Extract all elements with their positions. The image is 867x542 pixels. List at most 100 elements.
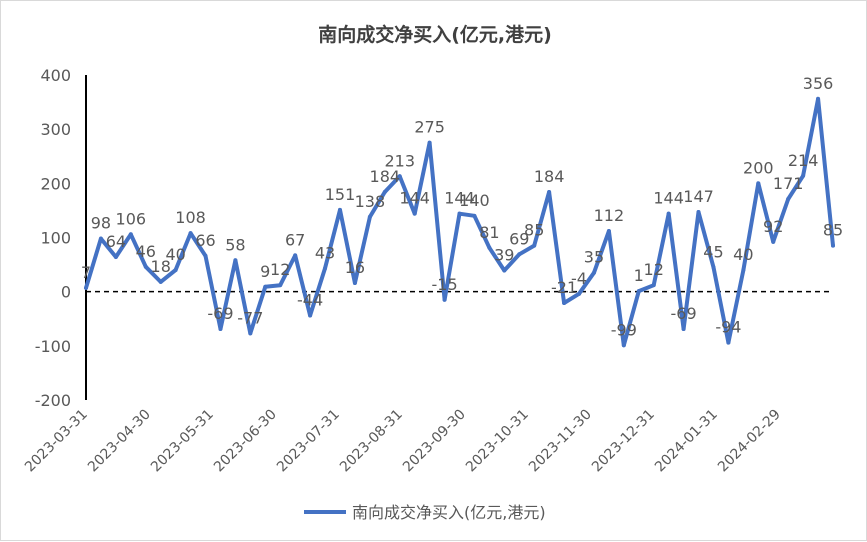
y-tick-label: 0 [61,283,71,302]
data-point [741,268,746,272]
data-point [577,291,582,296]
data-point [711,265,716,270]
data-label: 184 [534,167,565,186]
x-tick-label: 2023-09-30 [400,407,469,476]
data-label: 144 [399,189,430,208]
data-point [113,255,118,259]
x-tick-label: 2024-02-29 [715,407,784,476]
y-tick-label: 200 [40,174,71,193]
data-point [263,284,268,289]
data-label: 214 [788,151,819,170]
series-layer [84,96,835,348]
data-point [532,243,537,248]
data-point [651,283,656,288]
data-point [636,289,641,294]
data-label: 45 [703,242,723,261]
x-tick-label: 2024-01-31 [652,407,721,476]
data-label: 40 [733,245,753,264]
data-label: -69 [207,304,233,323]
data-point [831,243,835,248]
data-point [382,190,387,194]
x-tick-label: 2023-04-30 [85,407,154,476]
data-label: 108 [175,208,206,227]
data-point [98,236,103,241]
x-tick-label: 2023-06-30 [211,407,280,476]
data-label: 35 [584,248,604,267]
data-label: 12 [270,260,290,279]
y-tick-label: 400 [40,66,71,85]
legend-label: 南向成交净买入(亿元,港元) [352,503,546,522]
data-point [128,232,133,237]
data-label: -21 [551,278,577,297]
data-point [726,340,731,345]
data-point [248,331,253,336]
data-point [188,231,193,236]
data-label: -69 [671,304,697,323]
y-tick-label: -100 [35,337,71,356]
data-point [681,327,686,332]
data-point [786,197,791,202]
data-point [816,96,821,101]
data-label: 43 [315,243,335,262]
data-point [84,285,88,290]
data-point [801,173,806,178]
data-point [427,140,432,145]
data-point [203,253,208,258]
data-point [323,266,328,271]
data-label: -44 [297,291,323,310]
data-point [442,297,447,302]
data-point [367,214,372,219]
data-point [756,181,761,186]
data-label: 144 [444,189,475,208]
chart-title: 南向成交净买入(亿元,港元) [318,23,552,46]
data-label: 144 [653,189,684,208]
data-point [293,253,298,258]
data-label: 151 [325,185,356,204]
legend: 南向成交净买入(亿元,港元) [304,503,546,522]
y-tick-label: 100 [40,229,71,248]
data-label: -15 [431,275,457,294]
data-point [591,270,596,275]
data-label: 106 [116,209,147,228]
data-point [143,264,148,269]
x-tick-label: 2023-11-30 [526,407,595,476]
x-tick-label: 2023-05-31 [148,407,217,476]
data-point [337,207,342,212]
data-point [621,343,626,348]
x-tick-label: 2023-10-31 [463,407,532,476]
data-label: -4 [571,269,587,288]
data-label: 92 [763,217,783,236]
data-label: 7 [81,263,91,282]
data-label: 138 [355,192,386,211]
data-point [696,210,701,215]
data-point [352,281,357,285]
data-label: 275 [414,118,445,137]
data-label: 69 [509,229,529,248]
x-tick-label: 2023-07-31 [274,407,343,476]
data-point [218,327,223,332]
data-point [233,258,238,263]
data-point [412,211,417,216]
data-label: 184 [370,167,401,186]
data-point [457,211,462,216]
data-label: 140 [459,191,490,210]
data-label: 66 [195,231,215,250]
x-tick-label: 2023-12-31 [589,407,658,476]
data-label: 16 [345,258,365,277]
data-point [517,252,522,257]
data-point [158,279,163,284]
data-point [173,268,178,272]
data-label: 356 [803,74,834,93]
data-label: 171 [773,174,804,193]
data-label: 147 [683,187,714,206]
data-label: -94 [715,318,741,337]
data-point [606,229,611,233]
y-axis-ticks: 400 300 200 100 0 -100 -200 [35,66,71,410]
data-point [308,313,313,318]
data-point [771,239,776,244]
data-label: 46 [136,242,156,261]
data-point [666,211,671,216]
